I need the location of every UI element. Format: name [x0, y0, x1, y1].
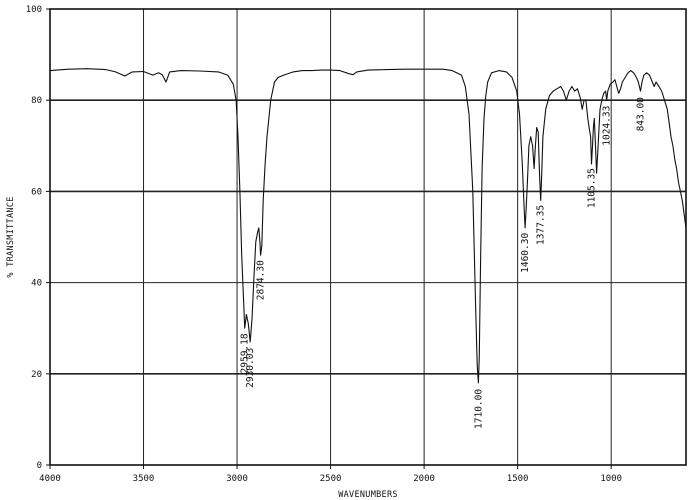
x-tick-label: 3000 — [226, 474, 248, 484]
x-tick-label: 4000 — [39, 474, 61, 484]
peak-label: 1377.35 — [536, 205, 547, 245]
peak-label: 2874.30 — [256, 260, 267, 300]
y-tick-labels: 0 20 40 60 80 100 — [26, 5, 42, 471]
peak-label: 1710.00 — [473, 389, 484, 429]
y-tick-label: 100 — [26, 5, 42, 15]
y-tick-label: 20 — [31, 370, 42, 380]
x-tick-labels: 4000 3500 3000 2500 2000 1500 1000 — [39, 474, 622, 484]
peak-label: 843.00 — [636, 97, 647, 132]
x-tick-label: 1000 — [600, 474, 622, 484]
x-tick-label: 3500 — [133, 474, 155, 484]
y-axis-label: % TRANSMITTANCE — [6, 196, 16, 277]
peak-label: 1024.33 — [602, 106, 613, 146]
transmittance-series-line — [49, 68, 687, 384]
x-tick-label: 2500 — [320, 474, 342, 484]
y-tick-label: 60 — [31, 187, 42, 197]
y-tick-label: 80 — [31, 96, 42, 106]
x-tick-label: 2000 — [413, 474, 435, 484]
y-tick-label: 40 — [31, 279, 42, 289]
y-tick-label: 0 — [37, 461, 42, 471]
plot-frame — [49, 8, 687, 466]
peak-label: 2959.18 — [240, 333, 251, 373]
peak-label: 1105.35 — [587, 168, 598, 208]
peak-label: 2930.03 — [245, 348, 256, 388]
peak-label: 1460.30 — [520, 233, 531, 273]
x-axis-label: WAVENUMBERS — [338, 490, 398, 500]
x-tick-label: 1500 — [507, 474, 529, 484]
grid-lines — [46, 8, 686, 469]
